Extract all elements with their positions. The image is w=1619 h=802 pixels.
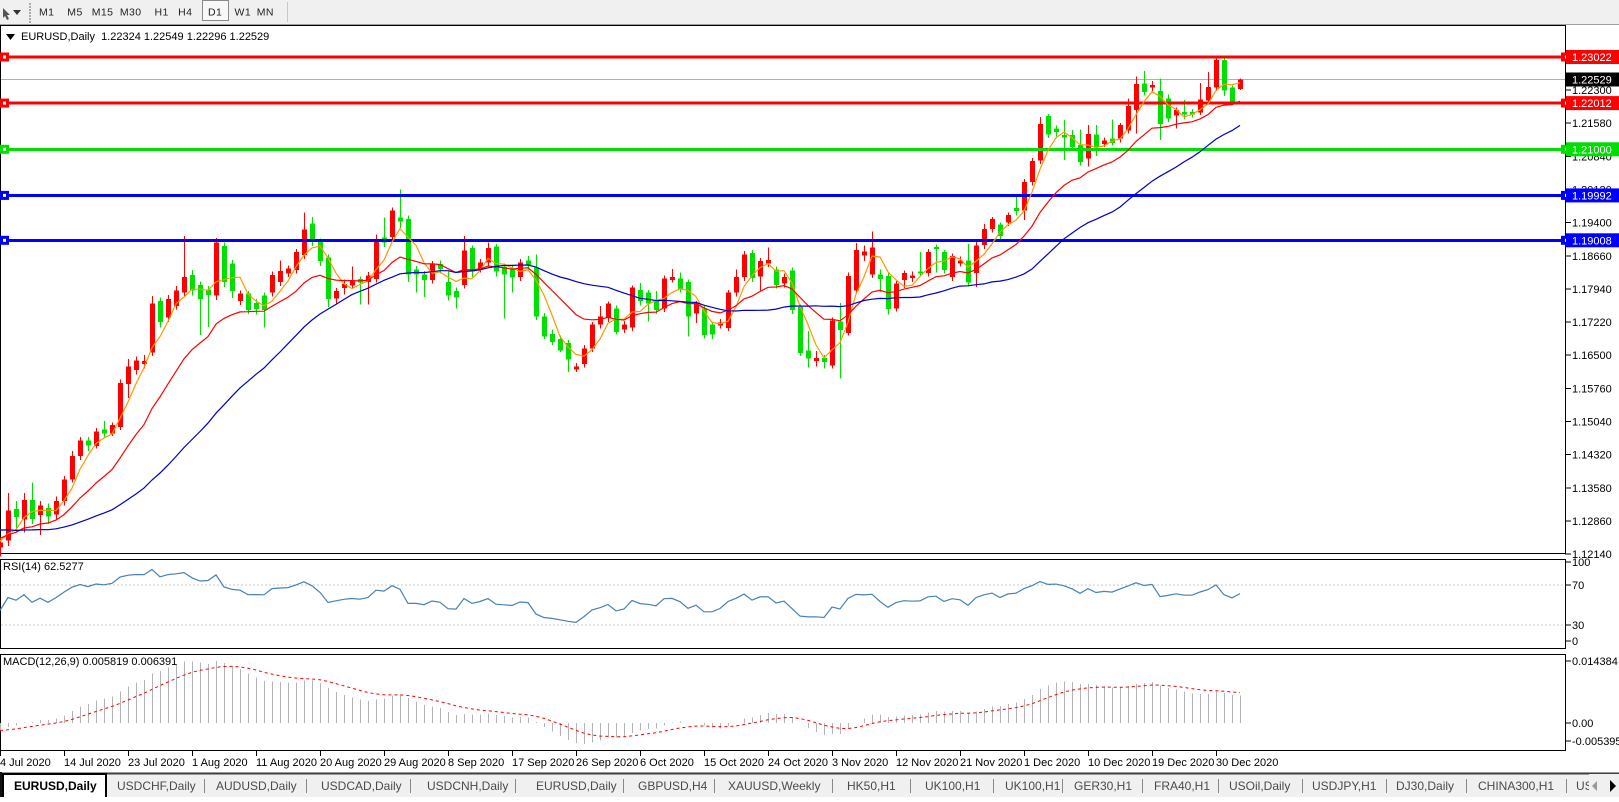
svg-text:1.18660: 1.18660 xyxy=(1572,251,1612,263)
svg-text:1 Aug 2020: 1 Aug 2020 xyxy=(192,757,248,769)
svg-text:14 Jul 2020: 14 Jul 2020 xyxy=(64,757,121,769)
svg-text:8 Sep 2020: 8 Sep 2020 xyxy=(448,757,504,769)
svg-text:11 Aug 2020: 11 Aug 2020 xyxy=(256,757,317,769)
svg-text:1.12140: 1.12140 xyxy=(1572,549,1612,561)
svg-text:1.19008: 1.19008 xyxy=(1572,235,1612,247)
svg-text:EURUSD,Daily: EURUSD,Daily xyxy=(536,779,617,793)
svg-text:19 Dec 2020: 19 Dec 2020 xyxy=(1152,757,1214,769)
svg-text:3 Nov 2020: 3 Nov 2020 xyxy=(832,757,888,769)
svg-text:17 Sep 2020: 17 Sep 2020 xyxy=(512,757,574,769)
svg-text:GER30,H1: GER30,H1 xyxy=(1074,779,1132,793)
svg-text:70: 70 xyxy=(1572,580,1584,592)
svg-text:1.15040: 1.15040 xyxy=(1572,417,1612,429)
svg-text:W1: W1 xyxy=(235,7,252,19)
svg-text:1.17220: 1.17220 xyxy=(1572,317,1612,329)
svg-text:0: 0 xyxy=(1572,636,1578,648)
svg-text:M5: M5 xyxy=(67,7,82,19)
svg-text:0.014384: 0.014384 xyxy=(1572,656,1618,668)
svg-text:UK100,H1: UK100,H1 xyxy=(925,779,981,793)
svg-text:10 Dec 2020: 10 Dec 2020 xyxy=(1088,757,1150,769)
svg-text:1.22529: 1.22529 xyxy=(1572,75,1612,87)
svg-text:1.16500: 1.16500 xyxy=(1572,350,1612,362)
svg-text:MACD(12,26,9) 0.005819 0.00639: MACD(12,26,9) 0.005819 0.006391 xyxy=(3,656,177,668)
svg-text:HK50,H1: HK50,H1 xyxy=(847,779,896,793)
svg-text:USDCNH,Daily: USDCNH,Daily xyxy=(427,779,508,793)
svg-text:1 Dec 2020: 1 Dec 2020 xyxy=(1024,757,1080,769)
svg-text:1.23022: 1.23022 xyxy=(1572,52,1612,64)
svg-text:MN: MN xyxy=(257,7,274,19)
svg-text:FRA40,H1: FRA40,H1 xyxy=(1154,779,1210,793)
svg-text:21 Nov 2020: 21 Nov 2020 xyxy=(960,757,1022,769)
svg-text:26 Sep 2020: 26 Sep 2020 xyxy=(576,757,638,769)
svg-text:1.12860: 1.12860 xyxy=(1572,516,1612,528)
svg-text:1.19992: 1.19992 xyxy=(1572,190,1612,202)
svg-text:1.19400: 1.19400 xyxy=(1572,217,1612,229)
svg-text:M15: M15 xyxy=(92,7,114,19)
svg-text:GBPUSD,H4: GBPUSD,H4 xyxy=(638,779,708,793)
svg-text:4 Jul 2020: 4 Jul 2020 xyxy=(0,757,51,769)
svg-text:US: US xyxy=(1576,779,1593,793)
svg-text:6 Oct 2020: 6 Oct 2020 xyxy=(640,757,694,769)
svg-text:1.14320: 1.14320 xyxy=(1572,449,1612,461)
svg-text:DJ30,Daily: DJ30,Daily xyxy=(1396,779,1454,793)
svg-text:20 Aug 2020: 20 Aug 2020 xyxy=(320,757,382,769)
svg-text:USOil,Daily: USOil,Daily xyxy=(1229,779,1290,793)
svg-text:EURUSD,Daily 1.22324 1.22549: EURUSD,Daily 1.22324 1.22549 1.22296 1.2… xyxy=(21,31,269,43)
svg-text:1.21000: 1.21000 xyxy=(1572,144,1612,156)
svg-text:H1: H1 xyxy=(154,7,168,19)
svg-text:12 Nov 2020: 12 Nov 2020 xyxy=(896,757,958,769)
svg-text:100: 100 xyxy=(1572,557,1590,569)
svg-text:-0.005395: -0.005395 xyxy=(1572,736,1619,748)
svg-text:USDJPY,H1: USDJPY,H1 xyxy=(1312,779,1377,793)
svg-text:AUDUSD,Daily: AUDUSD,Daily xyxy=(216,779,297,793)
svg-text:1.22012: 1.22012 xyxy=(1572,98,1612,110)
svg-text:0.00: 0.00 xyxy=(1572,718,1593,730)
svg-text:M1: M1 xyxy=(39,7,54,19)
svg-text:1.22300: 1.22300 xyxy=(1572,85,1612,97)
svg-text:USDCAD,Daily: USDCAD,Daily xyxy=(321,779,402,793)
svg-text:H4: H4 xyxy=(178,7,192,19)
svg-text:RSI(14) 62.5277: RSI(14) 62.5277 xyxy=(3,561,84,573)
svg-text:23 Jul 2020: 23 Jul 2020 xyxy=(128,757,185,769)
svg-text:USDCHF,Daily: USDCHF,Daily xyxy=(117,779,196,793)
svg-text:CHINA300,H1: CHINA300,H1 xyxy=(1478,779,1554,793)
svg-text:1.17940: 1.17940 xyxy=(1572,284,1612,296)
svg-text:XAUUSD,Weekly: XAUUSD,Weekly xyxy=(728,779,820,793)
svg-text:UK100,H1: UK100,H1 xyxy=(1005,779,1061,793)
svg-text:M30: M30 xyxy=(120,7,142,19)
svg-text:1.15760: 1.15760 xyxy=(1572,384,1612,396)
svg-text:1.13580: 1.13580 xyxy=(1572,483,1612,495)
svg-text:EURUSD,Daily: EURUSD,Daily xyxy=(14,779,97,793)
svg-text:15 Oct 2020: 15 Oct 2020 xyxy=(704,757,764,769)
svg-text:24 Oct 2020: 24 Oct 2020 xyxy=(768,757,828,769)
svg-text:30 Dec 2020: 30 Dec 2020 xyxy=(1216,757,1278,769)
svg-text:29 Aug 2020: 29 Aug 2020 xyxy=(384,757,446,769)
svg-text:1.21580: 1.21580 xyxy=(1572,118,1612,130)
svg-text:30: 30 xyxy=(1572,620,1584,632)
svg-text:D1: D1 xyxy=(208,7,222,19)
